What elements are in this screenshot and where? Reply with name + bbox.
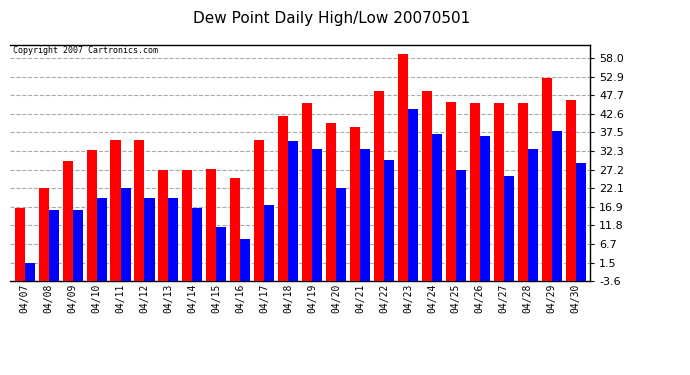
Text: Dew Point Daily High/Low 20070501: Dew Point Daily High/Low 20070501 bbox=[193, 11, 470, 26]
Bar bbox=[254, 140, 264, 281]
Bar bbox=[193, 209, 202, 281]
Bar bbox=[144, 198, 155, 281]
Bar bbox=[551, 130, 562, 281]
Bar bbox=[480, 136, 490, 281]
Bar bbox=[493, 104, 504, 281]
Bar bbox=[326, 123, 336, 281]
Bar bbox=[518, 104, 528, 281]
Bar bbox=[288, 141, 298, 281]
Bar bbox=[264, 205, 275, 281]
Bar bbox=[14, 209, 25, 281]
Bar bbox=[25, 263, 34, 281]
Bar bbox=[446, 102, 456, 281]
Bar bbox=[312, 148, 322, 281]
Bar bbox=[350, 127, 360, 281]
Bar bbox=[217, 226, 226, 281]
Bar bbox=[230, 178, 240, 281]
Bar bbox=[159, 170, 168, 281]
Bar bbox=[278, 116, 288, 281]
Bar bbox=[432, 134, 442, 281]
Bar bbox=[360, 148, 370, 281]
Bar bbox=[422, 91, 432, 281]
Text: Copyright 2007 Cartronics.com: Copyright 2007 Cartronics.com bbox=[13, 46, 158, 55]
Bar bbox=[182, 170, 193, 281]
Bar bbox=[566, 100, 575, 281]
Bar bbox=[168, 198, 179, 281]
Bar bbox=[456, 170, 466, 281]
Bar bbox=[97, 198, 107, 281]
Bar bbox=[504, 176, 514, 281]
Bar bbox=[110, 140, 121, 281]
Bar bbox=[528, 148, 538, 281]
Bar bbox=[49, 210, 59, 281]
Bar bbox=[72, 210, 83, 281]
Bar bbox=[470, 104, 480, 281]
Bar bbox=[384, 159, 394, 281]
Bar bbox=[398, 54, 408, 281]
Bar bbox=[39, 189, 49, 281]
Bar bbox=[121, 189, 130, 281]
Bar bbox=[206, 168, 217, 281]
Bar bbox=[408, 109, 418, 281]
Bar bbox=[575, 163, 586, 281]
Bar bbox=[86, 150, 97, 281]
Bar bbox=[302, 104, 312, 281]
Bar bbox=[542, 78, 551, 281]
Bar bbox=[135, 140, 144, 281]
Bar bbox=[336, 189, 346, 281]
Bar bbox=[374, 91, 384, 281]
Bar bbox=[63, 161, 72, 281]
Bar bbox=[240, 239, 250, 281]
